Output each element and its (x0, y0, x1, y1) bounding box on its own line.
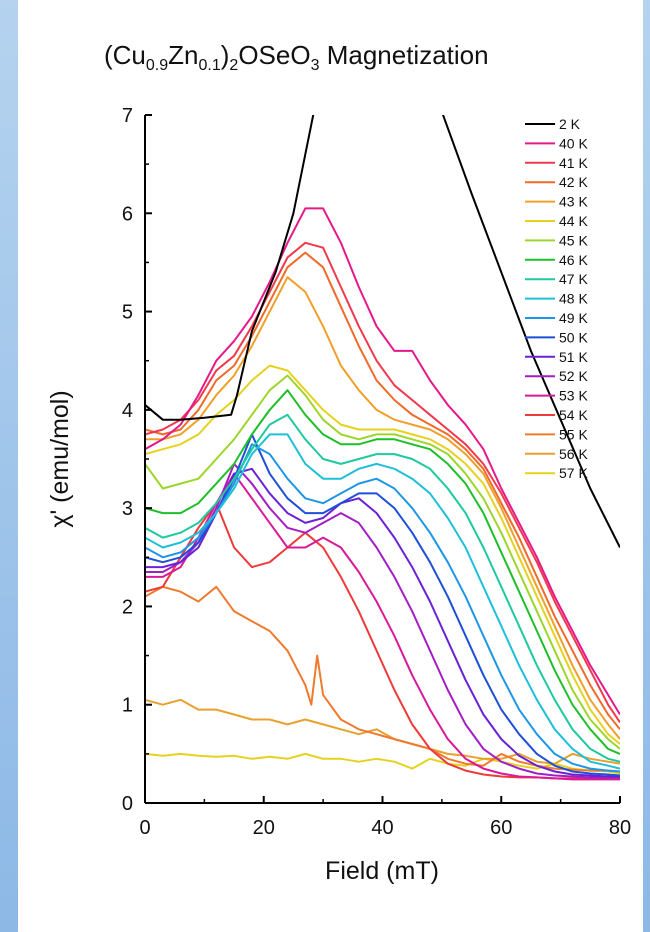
y-tick-label: 0 (122, 793, 133, 815)
chart: (Cu0.9Zn0.1)2OSeO3 Magnetization χ' (emu… (46, 40, 631, 885)
x-tick-label: 20 (253, 817, 275, 839)
series-line-40k (145, 207, 620, 716)
legend-label: 54 K (559, 407, 588, 423)
legend-label: 46 K (559, 252, 588, 268)
legend-label: 49 K (559, 310, 588, 326)
series-line-2k-descending (441, 115, 620, 548)
legend-label: 48 K (559, 291, 588, 307)
legend-label: 56 K (559, 446, 588, 462)
y-tick-label: 6 (122, 203, 133, 225)
legend-label: 2 K (559, 116, 581, 132)
series-line-56k (145, 698, 620, 765)
axes-layer: 0 1 2 3 4 5 6 7 0 20 40 60 80 (122, 105, 631, 839)
y-tick-label: 1 (122, 695, 133, 717)
series-line-47k (145, 413, 620, 763)
legend: 2 K 40 K 41 K 42 K 43 K 44 K 45 K 46 K 47 K 48 K 4… (525, 116, 588, 481)
y-tick-label: 4 (122, 400, 133, 422)
series-line-51k (145, 467, 620, 778)
series-line-50k (145, 433, 620, 777)
legend-label: 52 K (559, 368, 588, 384)
legend-label: 44 K (559, 213, 588, 229)
series-layer (145, 115, 620, 781)
y-axis-label: χ' (emu/mol) (46, 390, 74, 527)
legend-label: 43 K (559, 194, 588, 210)
legend-label: 57 K (559, 465, 588, 481)
y-tick-label: 5 (122, 302, 133, 324)
series-line-42k (145, 251, 620, 730)
chart-title: (Cu0.9Zn0.1)2OSeO3 Magnetization (104, 40, 489, 74)
x-tick-label: 0 (139, 817, 150, 839)
x-tick-label: 80 (609, 817, 631, 839)
legend-label: 42 K (559, 174, 588, 190)
y-tick-label: 3 (122, 498, 133, 520)
y-tick-label: 7 (122, 105, 133, 127)
legend-label: 41 K (559, 155, 588, 171)
legend-label: 55 K (559, 426, 588, 442)
x-tick-label: 60 (490, 817, 512, 839)
legend-label: 53 K (559, 388, 588, 404)
series-line-44k (145, 364, 620, 745)
series-line-49k (145, 443, 620, 773)
x-axis-label: Field (mT) (325, 857, 439, 885)
title-sub: 3 (311, 57, 320, 74)
legend-label: 51 K (559, 349, 588, 365)
title-sub: 0.1 (199, 57, 221, 74)
series-line-2k (145, 115, 315, 421)
legend-label: 47 K (559, 271, 588, 287)
title-part: Zn (168, 40, 198, 70)
legend-label: 45 K (559, 232, 588, 248)
series-line-41k (145, 241, 620, 723)
series-line-48k (145, 433, 620, 770)
figure-panel: (Cu0.9Zn0.1)2OSeO3 Magnetization χ' (emu… (18, 0, 643, 932)
series-line-43k (145, 276, 620, 740)
title-sub: 2 (229, 57, 238, 74)
title-part: (Cu (104, 40, 146, 70)
y-tick-label: 2 (122, 596, 133, 618)
series-line-52k (145, 462, 620, 779)
title-part: OSeO (238, 40, 310, 70)
title-part: Magnetization (319, 40, 488, 70)
legend-label: 50 K (559, 329, 588, 345)
series-line-46k (145, 389, 620, 755)
title-part: ) (221, 40, 230, 70)
series-line-54k (145, 502, 620, 780)
title-sub: 0.9 (146, 57, 168, 74)
series-line-45k (145, 374, 620, 750)
legend-label: 40 K (559, 135, 588, 151)
x-tick-label: 40 (371, 817, 393, 839)
